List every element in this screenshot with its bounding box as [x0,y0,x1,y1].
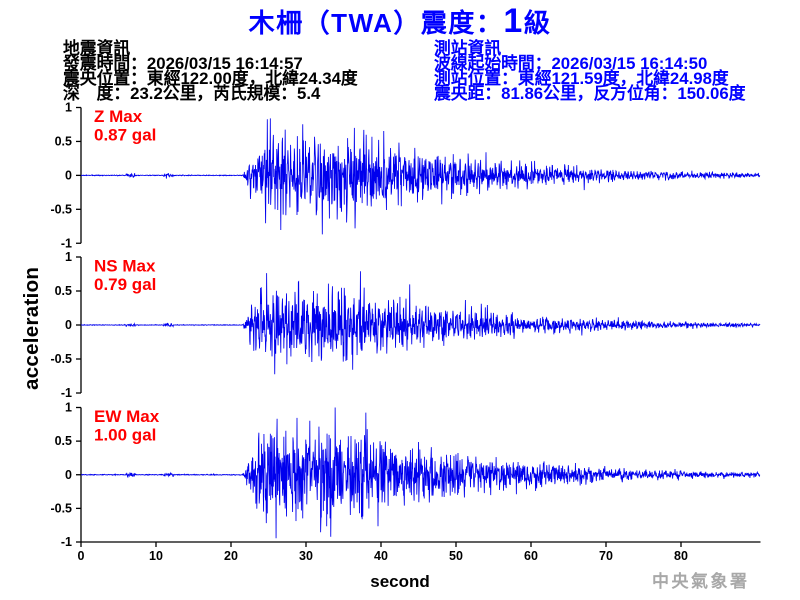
svg-text:60: 60 [524,549,538,563]
svg-text:10: 10 [149,549,163,563]
svg-text:NS Max: NS Max [94,257,156,276]
svg-text:EW Max: EW Max [94,407,160,426]
svg-text:-0.5: -0.5 [50,501,72,515]
svg-text:0.5: 0.5 [55,134,72,148]
svg-text:0.5: 0.5 [55,434,72,448]
svg-text:1: 1 [65,401,72,415]
svg-text:-0.5: -0.5 [50,352,72,366]
svg-text:Z Max: Z Max [94,107,143,126]
svg-text:1: 1 [65,250,72,264]
svg-text:80: 80 [674,549,688,563]
svg-text:0.87 gal: 0.87 gal [94,126,156,145]
svg-text:40: 40 [374,549,388,563]
svg-text:0: 0 [65,468,72,482]
svg-text:-1: -1 [61,386,72,400]
svg-text:0.79 gal: 0.79 gal [94,275,156,294]
svg-text:0: 0 [78,549,85,563]
svg-text:20: 20 [224,549,238,563]
svg-text:-0.5: -0.5 [50,202,72,216]
svg-text:50: 50 [449,549,463,563]
svg-text:70: 70 [599,549,613,563]
svg-text:0: 0 [65,168,72,182]
svg-text:-1: -1 [61,236,72,250]
svg-text:-1: -1 [61,535,72,549]
svg-text:0: 0 [65,318,72,332]
svg-text:1.00 gal: 1.00 gal [94,426,156,445]
svg-text:1: 1 [65,101,72,115]
svg-text:0.5: 0.5 [55,284,72,298]
svg-text:30: 30 [299,549,313,563]
